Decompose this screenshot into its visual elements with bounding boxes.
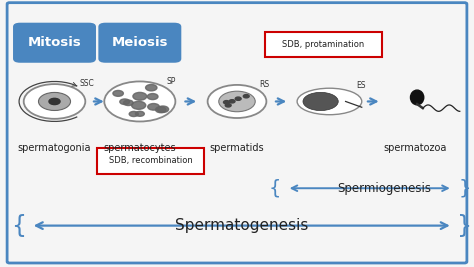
Text: spermatozoa: spermatozoa (383, 143, 447, 153)
Circle shape (224, 101, 229, 104)
Circle shape (124, 100, 133, 105)
Text: Meiosis: Meiosis (111, 36, 168, 49)
Circle shape (235, 97, 241, 100)
Text: Spermatogenesis: Spermatogenesis (175, 218, 309, 233)
Circle shape (113, 91, 123, 96)
Text: RS: RS (259, 80, 269, 89)
Text: }: } (457, 214, 472, 238)
Circle shape (132, 101, 146, 109)
FancyBboxPatch shape (7, 3, 467, 263)
Text: {: { (269, 179, 281, 198)
Circle shape (104, 81, 175, 121)
Circle shape (147, 93, 158, 100)
Circle shape (120, 99, 130, 104)
Text: spermatogonia: spermatogonia (18, 143, 91, 153)
Circle shape (157, 106, 169, 112)
Text: SSC: SSC (79, 78, 94, 88)
FancyBboxPatch shape (13, 23, 96, 63)
Circle shape (129, 111, 138, 116)
Text: spermatids: spermatids (210, 143, 264, 153)
Text: {: { (11, 214, 27, 238)
Ellipse shape (410, 90, 424, 105)
Circle shape (133, 92, 147, 100)
Circle shape (243, 95, 249, 98)
Circle shape (208, 85, 266, 118)
FancyBboxPatch shape (97, 148, 204, 174)
Text: Spermiogenesis: Spermiogenesis (337, 182, 431, 195)
Ellipse shape (303, 92, 338, 111)
FancyBboxPatch shape (98, 23, 181, 63)
Circle shape (219, 91, 255, 112)
Text: }: } (458, 179, 471, 198)
Circle shape (24, 84, 85, 119)
Text: spermatocytes: spermatocytes (103, 143, 176, 153)
Text: Mitosis: Mitosis (27, 36, 82, 49)
FancyBboxPatch shape (265, 32, 382, 57)
Circle shape (49, 98, 60, 105)
Circle shape (146, 84, 157, 91)
Circle shape (155, 107, 166, 113)
Ellipse shape (297, 88, 362, 115)
Circle shape (38, 92, 71, 111)
Circle shape (225, 104, 231, 107)
Circle shape (136, 111, 144, 116)
Text: SDB, protamination: SDB, protamination (283, 40, 365, 49)
Text: ES: ES (356, 81, 365, 90)
Circle shape (229, 100, 235, 103)
Text: SDB, recombination: SDB, recombination (109, 156, 192, 165)
Text: SP: SP (166, 77, 176, 87)
Circle shape (148, 104, 159, 110)
